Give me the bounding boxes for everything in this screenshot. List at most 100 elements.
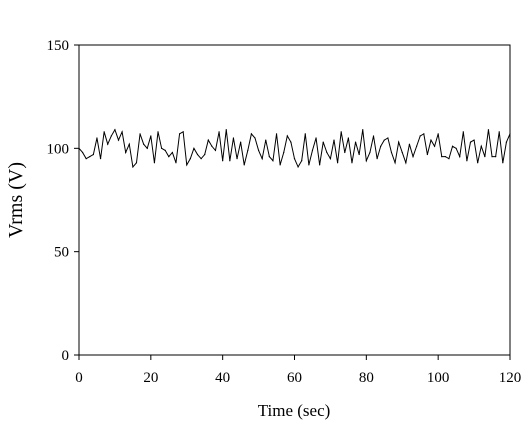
data-point [204,153,206,156]
data-point [186,164,188,166]
data-point [261,158,263,160]
data-point [408,143,411,145]
data-point [110,135,112,137]
data-point [469,141,472,143]
y-tick-label: 50 [54,245,69,261]
data-point [279,164,281,166]
data-point [376,158,378,160]
data-point [225,129,227,131]
x-tick-label: 120 [499,370,522,386]
data-point [322,141,324,143]
data-point [272,160,274,162]
x-tick-label: 40 [215,370,230,386]
data-point [477,162,479,164]
data-point [498,131,500,133]
data-point [117,139,120,141]
data-point [347,137,349,139]
data-point [419,135,421,137]
data-point [451,145,454,147]
data-point [243,164,245,166]
data-point [99,158,102,160]
x-tick-label: 20 [143,370,158,386]
data-point [182,131,184,133]
data-point [459,156,461,158]
data-point [473,139,475,141]
axis-ticks: 0 50 100 150 0 20 40 60 80 100 120 [47,38,522,386]
data-point [125,151,127,154]
data-point [171,151,173,154]
data-point [96,137,98,139]
data-point [340,131,342,133]
data-point [232,137,235,139]
data-point [146,147,148,149]
data-point [286,135,288,137]
data-point [337,162,339,164]
data-point [466,160,468,162]
data-point [178,133,181,135]
data-point [437,133,439,135]
data-point [319,164,321,166]
y-tick-label: 0 [62,348,70,364]
data-point [354,141,357,143]
data-point [78,147,80,149]
data-point [275,133,278,135]
data-point [150,135,152,137]
series-group [78,128,511,169]
data-point [200,158,202,160]
data-point [505,141,508,143]
data-point [484,156,486,158]
data-point [218,131,220,133]
data-point [283,151,285,154]
data-point [114,129,116,131]
x-tick-label: 80 [359,370,374,386]
data-point [430,139,432,141]
data-point [222,160,224,162]
y-tick-label: 150 [47,38,70,54]
data-point [175,162,177,164]
data-point [132,166,134,168]
data-point [196,153,199,156]
data-point [103,131,105,133]
data-point [121,131,123,133]
data-point [502,162,504,164]
data-point [304,133,306,135]
data-point [308,164,310,166]
data-point [405,162,407,164]
data-point [128,143,130,145]
data-point [387,137,389,139]
data-point [480,145,482,147]
data-point [168,156,170,158]
data-point [254,137,256,139]
data-point [487,129,490,131]
data-point [81,151,84,154]
data-point [139,133,141,135]
data-point [193,147,195,149]
data-point [92,153,94,156]
data-point [433,145,436,147]
data-point [214,149,217,151]
data-point [89,156,91,158]
data-point [311,149,314,151]
data-point [333,139,335,141]
x-tick-label: 100 [427,370,450,386]
data-point [250,133,252,135]
data-point [444,156,446,158]
data-point [390,151,393,154]
x-tick-label: 0 [75,370,83,386]
data-point [236,158,238,160]
data-point [448,158,450,160]
data-point [189,158,191,160]
plot-area [78,44,511,356]
data-point [293,158,296,160]
data-point [351,162,353,164]
data-point [107,143,109,145]
data-point [164,149,166,151]
data-point [211,145,213,147]
data-point [509,133,511,135]
data-point [426,153,428,156]
data-point [462,131,464,133]
data-point [153,162,156,164]
data-point [344,151,346,154]
data-point [423,133,425,135]
